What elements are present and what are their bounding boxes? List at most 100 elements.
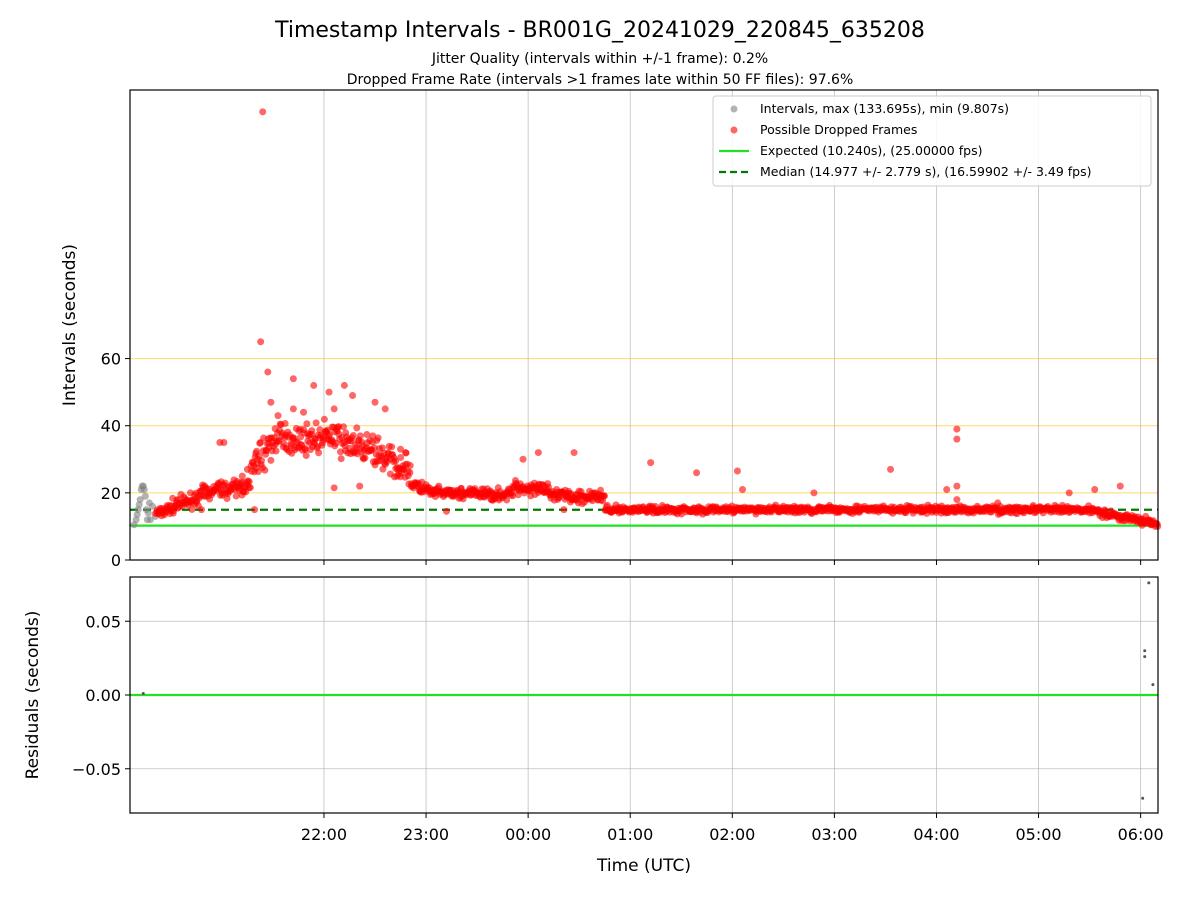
x-tick-label-3: 01:00 bbox=[607, 825, 653, 844]
dropped-frame-point bbox=[289, 375, 297, 383]
x-tick-label-5: 03:00 bbox=[811, 825, 857, 844]
dropped-frame-point bbox=[353, 424, 361, 432]
dropped-frame-point bbox=[281, 420, 289, 428]
dropped-frame-point bbox=[356, 482, 364, 490]
dropped-frame-point bbox=[325, 388, 333, 396]
dropped-frame-point bbox=[310, 381, 318, 389]
dropped-frame-point bbox=[232, 492, 240, 500]
dropped-frame-point bbox=[388, 443, 396, 451]
dropped-frame-point bbox=[597, 486, 605, 494]
dropped-frame-point bbox=[374, 434, 382, 442]
dropped-frame-point bbox=[315, 449, 323, 457]
bottom-ytick-label-2: −0.05 bbox=[72, 760, 121, 779]
dropped-frame-point bbox=[887, 465, 895, 473]
dropped-frame-point bbox=[308, 427, 316, 435]
top-ytick-label-1: 20 bbox=[101, 484, 121, 503]
dropped-frame-point bbox=[301, 446, 309, 454]
top-ytick-label-0: 0 bbox=[111, 551, 121, 570]
x-tick-label-7: 05:00 bbox=[1016, 825, 1062, 844]
x-tick-label-2: 00:00 bbox=[505, 825, 551, 844]
legend-label-dropped: Possible Dropped Frames bbox=[760, 122, 917, 137]
interval-point bbox=[144, 509, 152, 517]
dropped-frame-point bbox=[369, 432, 377, 440]
dropped-frame-point bbox=[733, 467, 741, 475]
legend-label-expected: Expected (10.240s), (25.00000 fps) bbox=[760, 143, 982, 158]
dropped-frame-point bbox=[693, 469, 701, 477]
dropped-frame-point bbox=[1147, 521, 1155, 529]
dropped-frame-point bbox=[251, 506, 259, 514]
dropped-frame-point bbox=[402, 449, 410, 457]
x-tick-label-1: 23:00 bbox=[403, 825, 449, 844]
dropped-frame-point bbox=[406, 468, 414, 476]
dropped-frame-point bbox=[378, 444, 386, 452]
bottom-ytick-label-0: 0.05 bbox=[85, 612, 121, 631]
interval-point bbox=[140, 486, 148, 493]
dropped-frame-point bbox=[254, 455, 262, 463]
top-ytick-label-3: 60 bbox=[101, 350, 121, 369]
dropped-frame-point bbox=[600, 492, 608, 500]
dropped-frame-point bbox=[779, 502, 787, 510]
dropped-frame-point bbox=[337, 455, 345, 463]
dropped-frame-point bbox=[340, 381, 348, 389]
dropped-frame-point bbox=[397, 445, 405, 453]
interval-point bbox=[146, 516, 154, 524]
dropped-frame-point bbox=[406, 462, 414, 470]
legend: Intervals, max (133.695s), min (9.807s) … bbox=[712, 95, 1152, 187]
residual-point bbox=[1143, 649, 1147, 653]
legend-marker-intervals bbox=[730, 105, 738, 113]
dropped-frame-point bbox=[272, 447, 280, 455]
dropped-frame-point bbox=[953, 496, 961, 504]
dropped-frame-point bbox=[392, 457, 400, 465]
chart-subtitle-jitter: Jitter Quality (intervals within +/-1 fr… bbox=[431, 51, 768, 67]
dropped-frame-point bbox=[302, 452, 310, 460]
dropped-frame-point bbox=[303, 420, 311, 428]
top-plot-frame bbox=[129, 89, 1159, 561]
dropped-frame-point bbox=[320, 415, 328, 423]
dropped-frame-point bbox=[349, 431, 357, 439]
dropped-frame-point bbox=[739, 486, 747, 493]
bottom-scatter-points bbox=[141, 581, 1155, 800]
dropped-frame-point bbox=[238, 472, 246, 480]
dropped-frame-point bbox=[316, 426, 324, 434]
x-axis-label: Time (UTC) bbox=[596, 856, 691, 876]
residual-point bbox=[1143, 655, 1147, 659]
dropped-frame-point bbox=[300, 408, 308, 416]
dropped-frame-point bbox=[677, 504, 685, 512]
dropped-frame-point bbox=[371, 398, 379, 406]
chart-subtitle-dropped: Dropped Frame Rate (intervals >1 frames … bbox=[347, 72, 854, 88]
dropped-frame-point bbox=[953, 425, 961, 433]
x-tick-label-8: 06:00 bbox=[1118, 825, 1164, 844]
top-y-ticks: 0 20 40 60 bbox=[101, 350, 130, 570]
dropped-frame-point bbox=[943, 486, 951, 493]
dropped-frame-point bbox=[1091, 486, 1099, 493]
top-x-ticks bbox=[323, 560, 1142, 565]
dropped-frame-point bbox=[216, 439, 224, 446]
legend-box bbox=[712, 95, 1152, 187]
dropped-frame-point bbox=[835, 508, 843, 516]
dropped-frame-point bbox=[647, 459, 655, 467]
dropped-frame-point bbox=[245, 478, 253, 486]
dropped-frame-point bbox=[503, 496, 511, 504]
dropped-frame-point bbox=[509, 492, 517, 500]
interval-point bbox=[136, 496, 144, 504]
dropped-frame-point bbox=[953, 482, 961, 490]
x-tick-label-0: 22:00 bbox=[301, 825, 347, 844]
dropped-frame-point bbox=[570, 449, 578, 457]
bottom-y-ticks: 0.05 0.00 −0.05 bbox=[72, 612, 130, 779]
x-tick-label-4: 02:00 bbox=[709, 825, 755, 844]
dropped-frame-point bbox=[330, 484, 338, 492]
bottom-x-ticks: 22:00 23:00 00:00 01:00 02:00 03:00 04:00 05:00… bbox=[301, 813, 1164, 844]
dropped-frame-point bbox=[442, 507, 450, 515]
residual-point bbox=[1141, 796, 1145, 800]
dropped-frame-point bbox=[264, 368, 272, 376]
dropped-frame-point bbox=[519, 455, 527, 463]
interval-point bbox=[148, 502, 156, 510]
dropped-frame-point bbox=[267, 456, 275, 464]
dropped-frame-point bbox=[356, 432, 364, 440]
legend-label-median: Median (14.977 +/- 2.779 s), (16.59902 +… bbox=[760, 164, 1091, 179]
dropped-frame-point bbox=[1065, 489, 1073, 497]
dropped-frame-point bbox=[261, 466, 269, 474]
dropped-frame-point bbox=[188, 505, 196, 513]
dropped-frame-point bbox=[289, 405, 297, 413]
residual-point bbox=[1151, 683, 1155, 687]
